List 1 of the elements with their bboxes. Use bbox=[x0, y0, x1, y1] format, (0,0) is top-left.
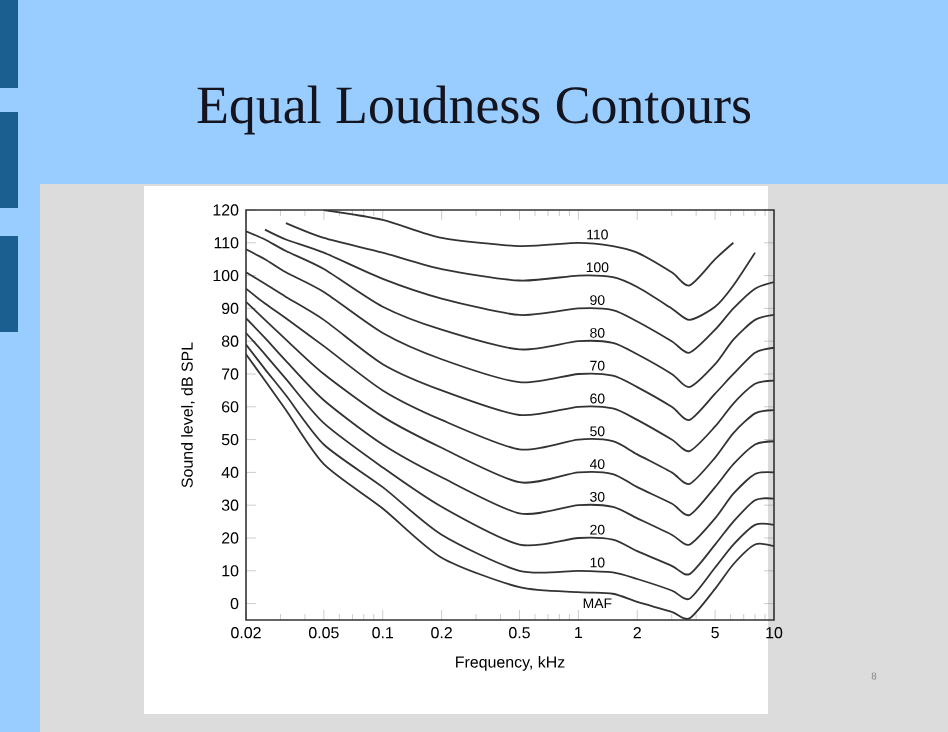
chart-title: Equal Loudness Contours bbox=[197, 85, 751, 135]
